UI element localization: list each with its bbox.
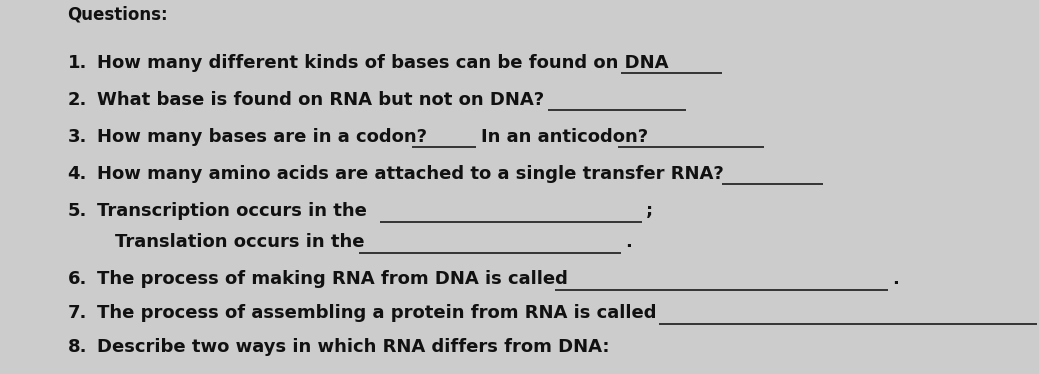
Text: Translation occurs in the: Translation occurs in the — [115, 233, 365, 251]
Text: 6.: 6. — [68, 270, 87, 288]
Text: 2.: 2. — [68, 91, 87, 109]
Text: How many bases are in a codon?: How many bases are in a codon? — [97, 128, 427, 146]
Text: .: . — [893, 270, 900, 288]
Text: How many different kinds of bases can be found on DNA: How many different kinds of bases can be… — [97, 53, 668, 71]
Text: .: . — [625, 233, 633, 251]
Text: What base is found on RNA but not on DNA?: What base is found on RNA but not on DNA… — [97, 91, 543, 109]
Text: 7.: 7. — [68, 304, 87, 322]
Text: 4.: 4. — [68, 165, 87, 183]
Text: 5.: 5. — [68, 202, 87, 220]
Text: In an anticodon?: In an anticodon? — [481, 128, 648, 146]
Text: Transcription occurs in the: Transcription occurs in the — [97, 202, 367, 220]
Text: How many amino acids are attached to a single transfer RNA?: How many amino acids are attached to a s… — [97, 165, 723, 183]
Text: Describe two ways in which RNA differs from DNA:: Describe two ways in which RNA differs f… — [97, 338, 609, 356]
Text: The process of assembling a protein from RNA is called: The process of assembling a protein from… — [97, 304, 656, 322]
Text: 1.: 1. — [68, 53, 87, 71]
Text: Questions:: Questions: — [68, 6, 168, 24]
Text: 8.: 8. — [68, 338, 87, 356]
Text: 3.: 3. — [68, 128, 87, 146]
Text: ;: ; — [646, 202, 654, 220]
Text: The process of making RNA from DNA is called: The process of making RNA from DNA is ca… — [97, 270, 567, 288]
